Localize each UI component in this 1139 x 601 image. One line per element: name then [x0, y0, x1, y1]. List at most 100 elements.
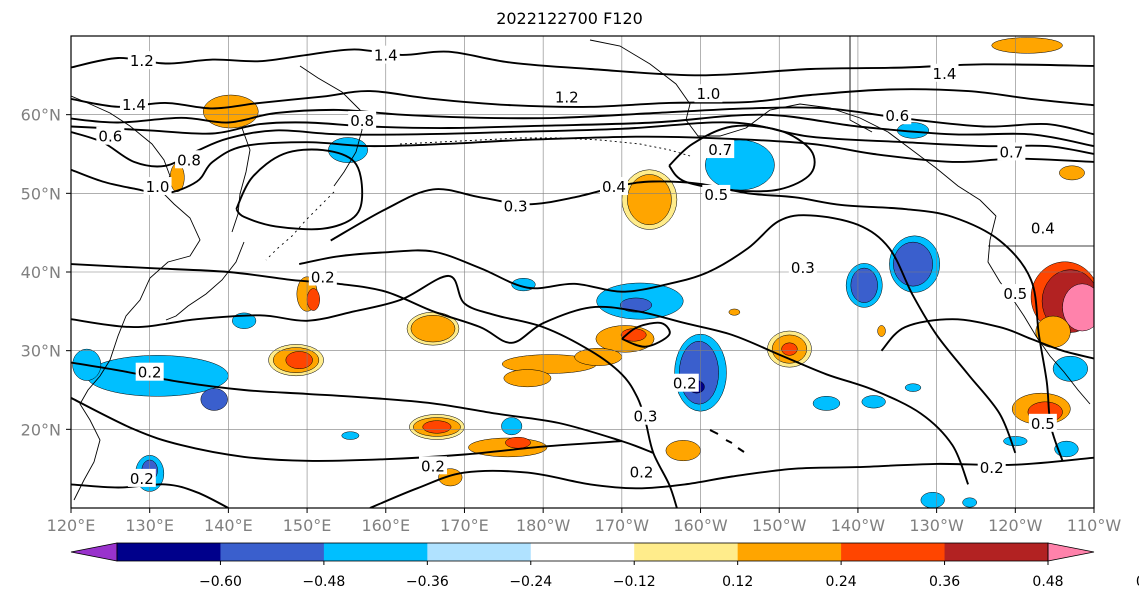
shaded-region	[1052, 355, 1088, 382]
contour-label-bg	[127, 468, 156, 487]
colorbar-extend-low	[70, 542, 118, 562]
contour-label-bg	[96, 126, 125, 145]
shaded-region	[341, 431, 360, 440]
x-tick-label: 130°E	[125, 516, 174, 535]
contour-labels-layer: 1.2 1.41.4 1.2 1.01.40.60.80.60.81.00.7 0.70…	[96, 45, 1057, 488]
coastline-north-america	[987, 215, 1091, 405]
contour-label-bg	[706, 140, 735, 159]
colorbar-tick-label: −0.12	[613, 574, 656, 590]
contour-label-bg	[1028, 413, 1057, 432]
colorbar-segment	[530, 543, 635, 561]
contour-label-bg	[788, 258, 817, 277]
contour-line	[71, 121, 1094, 168]
colorbar-segment	[427, 543, 532, 561]
contour-label: 0.8	[350, 112, 374, 130]
y-tick-label: 30°N	[21, 342, 61, 361]
colorbar-segment	[323, 543, 428, 561]
x-tick-label: 110°W	[1067, 516, 1122, 535]
contour-label-bg	[143, 177, 172, 196]
shaded-region	[1059, 165, 1085, 181]
y-tick-label: 40°N	[21, 263, 61, 282]
shaded-region	[501, 417, 523, 436]
shaded-region	[920, 492, 945, 508]
contour-line	[71, 113, 1094, 148]
contour-label: 0.5	[1031, 415, 1055, 433]
colorbar-tick-label: 0.24	[826, 574, 857, 590]
contour-line	[299, 214, 1017, 454]
shaded-region	[962, 497, 977, 508]
shaded-region	[328, 137, 368, 163]
contour-line	[880, 318, 1094, 360]
colorbar-tick-label: −0.36	[406, 574, 449, 590]
colorbar-tick-label: −0.48	[302, 574, 345, 590]
y-tick-label: 60°N	[21, 106, 61, 125]
contour-label: 0.5	[1003, 285, 1027, 303]
contour-label-bg	[1001, 284, 1030, 303]
contour-label-bg	[552, 87, 581, 106]
contour-line	[621, 321, 671, 348]
contour-line	[71, 397, 622, 462]
colorbar-tick-label: 0.36	[929, 574, 960, 590]
contour-label-bg	[308, 267, 337, 286]
colorbar-tick-label: 0.12	[722, 574, 753, 590]
colorbar-tick-label: −0.60	[199, 574, 242, 590]
contour-line	[71, 106, 1094, 136]
contour-label-bg	[371, 45, 400, 64]
coastline-japan	[165, 241, 245, 321]
contour-label-bg	[119, 95, 148, 114]
contour-label-bg	[670, 373, 699, 392]
x-tick-label: 170°E	[440, 516, 489, 535]
shaded-region	[620, 297, 652, 313]
contour-line	[330, 180, 1064, 462]
contour-label: 0.2	[311, 269, 335, 287]
x-tick-label: 180°W	[516, 516, 571, 535]
contour-label: 1.0	[696, 85, 720, 103]
shaded-region	[200, 388, 228, 411]
coastline-sakhalin	[231, 127, 251, 233]
contour-label-bg	[348, 110, 377, 129]
shaded-region	[1062, 283, 1094, 332]
colorbar-segment	[737, 543, 842, 561]
contour-label-bg	[702, 184, 731, 203]
shaded-region	[306, 288, 320, 311]
colorbar-segment	[634, 543, 739, 561]
colorbar-tick-label: −0.24	[509, 574, 552, 590]
contour-label: 0.4	[1031, 220, 1055, 238]
contour-label-bg	[1028, 218, 1057, 237]
contour-label: 1.2	[555, 88, 579, 106]
contour-label: 0.3	[634, 408, 658, 426]
contour-label: 1.4	[122, 96, 146, 114]
coastline-asia	[71, 95, 201, 501]
shaded-region	[877, 325, 886, 337]
contour-label-bg	[627, 462, 656, 481]
contour-line	[71, 483, 229, 508]
contour-label-bg	[135, 362, 164, 381]
contour-line	[71, 263, 969, 485]
colorbar-segment	[841, 543, 946, 561]
colorbar-segment	[220, 543, 325, 561]
colorbar: −0.60 −0.48 −0.36 −0.24 −0.12 0.12 0.24 0.36 0.4…	[70, 542, 1139, 590]
contour-line	[235, 148, 364, 231]
contour-label-bg	[175, 150, 204, 169]
contour-label: 0.6	[98, 128, 122, 146]
shaded-region	[422, 420, 452, 434]
contour-label-bg	[694, 84, 723, 103]
shaded-region	[505, 436, 531, 449]
contour-label-bg	[127, 51, 156, 70]
contour-label: 1.2	[130, 52, 154, 70]
contour-label-bg	[977, 457, 1006, 476]
shaded-region	[812, 396, 841, 411]
shaded-region	[285, 351, 313, 370]
colorbar-segment	[117, 543, 221, 561]
shaded-region	[728, 308, 741, 316]
colorbar-frame	[116, 542, 1049, 562]
contour-label: 0.5	[704, 186, 728, 204]
contour-lines-layer	[71, 48, 1094, 508]
x-tick-label: 170°W	[595, 516, 650, 535]
contour-label: 0.2	[630, 464, 654, 482]
hawaii-islands	[709, 429, 745, 453]
contour-label-bg	[997, 142, 1026, 161]
contour-label-bg	[930, 63, 959, 82]
contour-label: 0.8	[177, 151, 201, 169]
